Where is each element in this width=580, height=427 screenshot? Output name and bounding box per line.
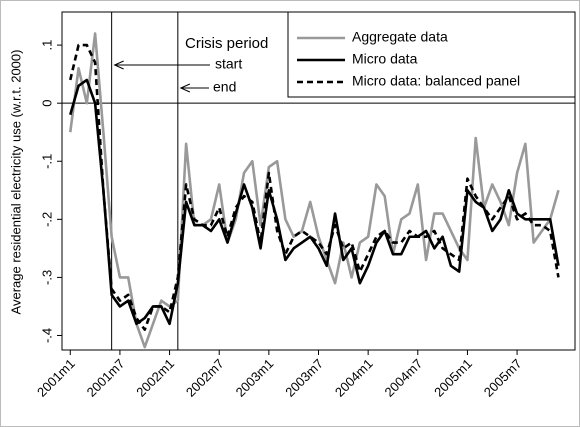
legend-label: Micro data: balanced panel (352, 73, 520, 89)
arrow-head (113, 60, 124, 70)
annotation: start (215, 56, 242, 72)
annotation: Crisis period (185, 35, 268, 52)
legend-box (287, 11, 576, 98)
y-tick-label: -.1 (39, 154, 54, 169)
series-line (69, 43, 560, 331)
legend-label: Aggregate data (352, 29, 448, 45)
y-tick-label: -.3 (39, 270, 54, 285)
series-line (68, 32, 560, 349)
series-line (69, 78, 560, 326)
y-tick-label: 0 (39, 100, 54, 107)
y-tick-label: .1 (39, 40, 54, 51)
y-axis-label: Average residential electricity use (w.r… (8, 50, 23, 315)
arrow-head (179, 83, 191, 93)
y-tick-label: -.4 (39, 328, 54, 343)
legend-label: Micro data (352, 51, 418, 67)
y-tick-label: -.2 (39, 212, 54, 227)
annotation: end (213, 79, 236, 95)
